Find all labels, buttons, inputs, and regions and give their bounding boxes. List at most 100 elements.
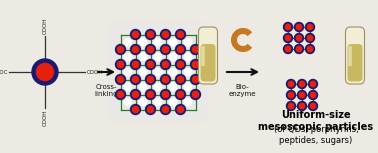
- Circle shape: [130, 30, 141, 39]
- Circle shape: [161, 104, 170, 114]
- Text: Cross-
linking: Cross- linking: [94, 84, 118, 97]
- FancyBboxPatch shape: [201, 46, 205, 66]
- Circle shape: [284, 45, 293, 54]
- Circle shape: [307, 46, 313, 52]
- Circle shape: [132, 76, 139, 83]
- Circle shape: [146, 60, 155, 69]
- Circle shape: [305, 34, 314, 43]
- Circle shape: [130, 90, 141, 99]
- Circle shape: [116, 60, 125, 69]
- Circle shape: [139, 84, 147, 91]
- Text: COOH: COOH: [42, 110, 48, 126]
- Text: COOH: COOH: [87, 69, 103, 75]
- Circle shape: [287, 91, 296, 99]
- Circle shape: [163, 106, 169, 113]
- Circle shape: [161, 45, 170, 54]
- Circle shape: [294, 34, 304, 43]
- Circle shape: [177, 91, 184, 98]
- Circle shape: [285, 35, 291, 41]
- Circle shape: [147, 91, 153, 98]
- Circle shape: [184, 39, 192, 45]
- Circle shape: [296, 46, 302, 52]
- Circle shape: [177, 46, 184, 53]
- Circle shape: [308, 80, 318, 88]
- Circle shape: [146, 30, 155, 39]
- FancyBboxPatch shape: [198, 27, 217, 84]
- Text: COOH: COOH: [42, 18, 48, 34]
- Text: Bio-
enzyme: Bio- enzyme: [228, 84, 256, 97]
- Circle shape: [146, 75, 155, 84]
- Circle shape: [146, 45, 155, 54]
- Circle shape: [169, 39, 177, 45]
- Circle shape: [191, 75, 200, 84]
- Wedge shape: [231, 28, 252, 52]
- Circle shape: [118, 46, 124, 53]
- Circle shape: [177, 106, 184, 113]
- Circle shape: [118, 61, 124, 68]
- Circle shape: [307, 24, 313, 30]
- Text: HOOC: HOOC: [0, 69, 8, 75]
- FancyBboxPatch shape: [347, 44, 363, 82]
- Circle shape: [124, 84, 132, 91]
- Circle shape: [184, 84, 192, 91]
- Circle shape: [175, 104, 186, 114]
- Circle shape: [175, 90, 186, 99]
- Circle shape: [294, 22, 304, 32]
- Text: (of QDs, porphyrins,
peptides, sugars): (of QDs, porphyrins, peptides, sugars): [274, 125, 358, 145]
- Circle shape: [288, 81, 294, 87]
- Circle shape: [308, 101, 318, 110]
- Circle shape: [177, 31, 184, 38]
- Circle shape: [132, 106, 139, 113]
- FancyBboxPatch shape: [200, 44, 215, 82]
- Circle shape: [284, 22, 293, 32]
- Circle shape: [130, 60, 141, 69]
- Circle shape: [284, 34, 293, 43]
- Circle shape: [132, 31, 139, 38]
- Circle shape: [124, 99, 132, 106]
- Circle shape: [161, 90, 170, 99]
- Circle shape: [155, 99, 161, 106]
- Circle shape: [132, 91, 139, 98]
- Circle shape: [299, 81, 305, 87]
- Circle shape: [130, 75, 141, 84]
- Circle shape: [175, 45, 186, 54]
- Circle shape: [287, 80, 296, 88]
- Circle shape: [132, 61, 139, 68]
- Circle shape: [184, 69, 192, 75]
- Circle shape: [116, 90, 125, 99]
- Circle shape: [297, 80, 307, 88]
- Circle shape: [155, 54, 161, 60]
- Circle shape: [288, 92, 294, 98]
- Circle shape: [147, 106, 153, 113]
- Circle shape: [32, 59, 58, 85]
- Circle shape: [308, 91, 318, 99]
- Circle shape: [285, 24, 291, 30]
- Circle shape: [163, 91, 169, 98]
- Circle shape: [147, 46, 153, 53]
- Circle shape: [161, 30, 170, 39]
- Circle shape: [169, 99, 177, 106]
- FancyBboxPatch shape: [348, 46, 352, 66]
- Circle shape: [132, 46, 139, 53]
- Circle shape: [37, 63, 54, 80]
- Circle shape: [305, 45, 314, 54]
- Circle shape: [294, 45, 304, 54]
- Circle shape: [155, 39, 161, 45]
- Circle shape: [161, 75, 170, 84]
- Circle shape: [169, 84, 177, 91]
- Circle shape: [191, 90, 200, 99]
- Circle shape: [192, 61, 198, 68]
- Circle shape: [192, 76, 198, 83]
- FancyBboxPatch shape: [345, 27, 364, 84]
- Circle shape: [287, 101, 296, 110]
- Circle shape: [163, 46, 169, 53]
- Circle shape: [296, 35, 302, 41]
- Circle shape: [299, 92, 305, 98]
- Circle shape: [296, 24, 302, 30]
- Circle shape: [130, 45, 141, 54]
- Circle shape: [175, 60, 186, 69]
- Circle shape: [191, 60, 200, 69]
- Circle shape: [184, 54, 192, 60]
- Circle shape: [139, 99, 147, 106]
- Circle shape: [139, 54, 147, 60]
